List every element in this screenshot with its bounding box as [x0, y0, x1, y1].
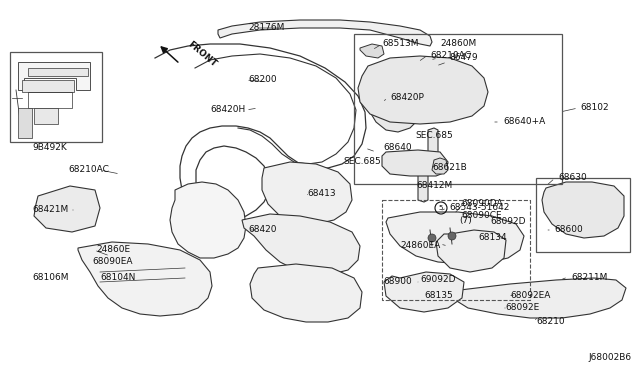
Text: 68102: 68102 — [580, 103, 609, 112]
Text: 68543-51642: 68543-51642 — [449, 203, 509, 212]
Text: 68640+A: 68640+A — [503, 118, 545, 126]
Text: J68002B6: J68002B6 — [589, 353, 632, 362]
Polygon shape — [18, 108, 32, 138]
Text: 68210AC: 68210AC — [430, 51, 471, 60]
Polygon shape — [250, 264, 362, 322]
Text: 68135: 68135 — [424, 291, 452, 299]
Polygon shape — [418, 160, 428, 202]
Text: 68134: 68134 — [478, 234, 507, 243]
Text: 68413: 68413 — [307, 189, 335, 198]
Polygon shape — [34, 108, 58, 124]
Text: FRONT: FRONT — [186, 39, 218, 68]
Circle shape — [428, 234, 436, 242]
Polygon shape — [262, 162, 352, 224]
Text: 68210AC: 68210AC — [68, 166, 109, 174]
Text: 68513M: 68513M — [382, 39, 419, 48]
Polygon shape — [78, 242, 212, 316]
Text: 68420: 68420 — [248, 225, 276, 234]
Text: 68420P: 68420P — [390, 93, 424, 103]
Polygon shape — [242, 214, 360, 274]
Text: 68092E: 68092E — [505, 304, 540, 312]
Text: 24860E: 24860E — [96, 246, 130, 254]
Polygon shape — [360, 44, 384, 58]
Text: 68420H: 68420H — [210, 106, 245, 115]
Text: 5: 5 — [439, 205, 443, 211]
Polygon shape — [170, 182, 246, 258]
Polygon shape — [22, 80, 74, 92]
Circle shape — [448, 232, 456, 240]
Text: 28176M: 28176M — [248, 23, 284, 32]
Text: 68090CE: 68090CE — [461, 211, 502, 219]
Text: 68104N: 68104N — [100, 273, 136, 282]
Polygon shape — [382, 150, 448, 176]
Text: SEC.685: SEC.685 — [343, 157, 381, 167]
Polygon shape — [384, 272, 464, 312]
Text: 68211M: 68211M — [571, 273, 607, 282]
Polygon shape — [218, 20, 432, 46]
Text: 68412M: 68412M — [416, 180, 452, 189]
Polygon shape — [358, 56, 488, 124]
Polygon shape — [18, 62, 90, 90]
Text: 9B492K: 9B492K — [32, 144, 67, 153]
Text: 68092D: 68092D — [490, 218, 525, 227]
Polygon shape — [436, 230, 506, 272]
Text: 68630: 68630 — [558, 173, 587, 183]
Polygon shape — [34, 186, 100, 232]
Text: 24860M: 24860M — [440, 39, 476, 48]
Text: 86479: 86479 — [449, 54, 477, 62]
Text: 68210: 68210 — [536, 317, 564, 327]
Polygon shape — [386, 212, 524, 264]
Text: 68640: 68640 — [383, 144, 412, 153]
Text: 68090EA: 68090EA — [92, 257, 132, 266]
Text: 68106M: 68106M — [32, 273, 68, 282]
Text: 69092D: 69092D — [420, 276, 456, 285]
Text: 68200: 68200 — [248, 76, 276, 84]
Polygon shape — [542, 182, 624, 238]
Polygon shape — [368, 84, 422, 132]
Text: 68421M: 68421M — [32, 205, 68, 215]
Text: 68092EA: 68092EA — [510, 291, 550, 299]
Text: 24860EA: 24860EA — [400, 241, 440, 250]
Text: 68600: 68600 — [554, 225, 583, 234]
Polygon shape — [450, 278, 626, 318]
Polygon shape — [428, 128, 438, 174]
Text: (7): (7) — [459, 215, 472, 224]
Text: 68621B: 68621B — [432, 164, 467, 173]
Text: 68900: 68900 — [383, 278, 412, 286]
Text: 68090DA: 68090DA — [461, 199, 502, 208]
Text: SEC.685: SEC.685 — [415, 131, 452, 140]
Polygon shape — [28, 68, 88, 76]
Polygon shape — [432, 158, 448, 174]
